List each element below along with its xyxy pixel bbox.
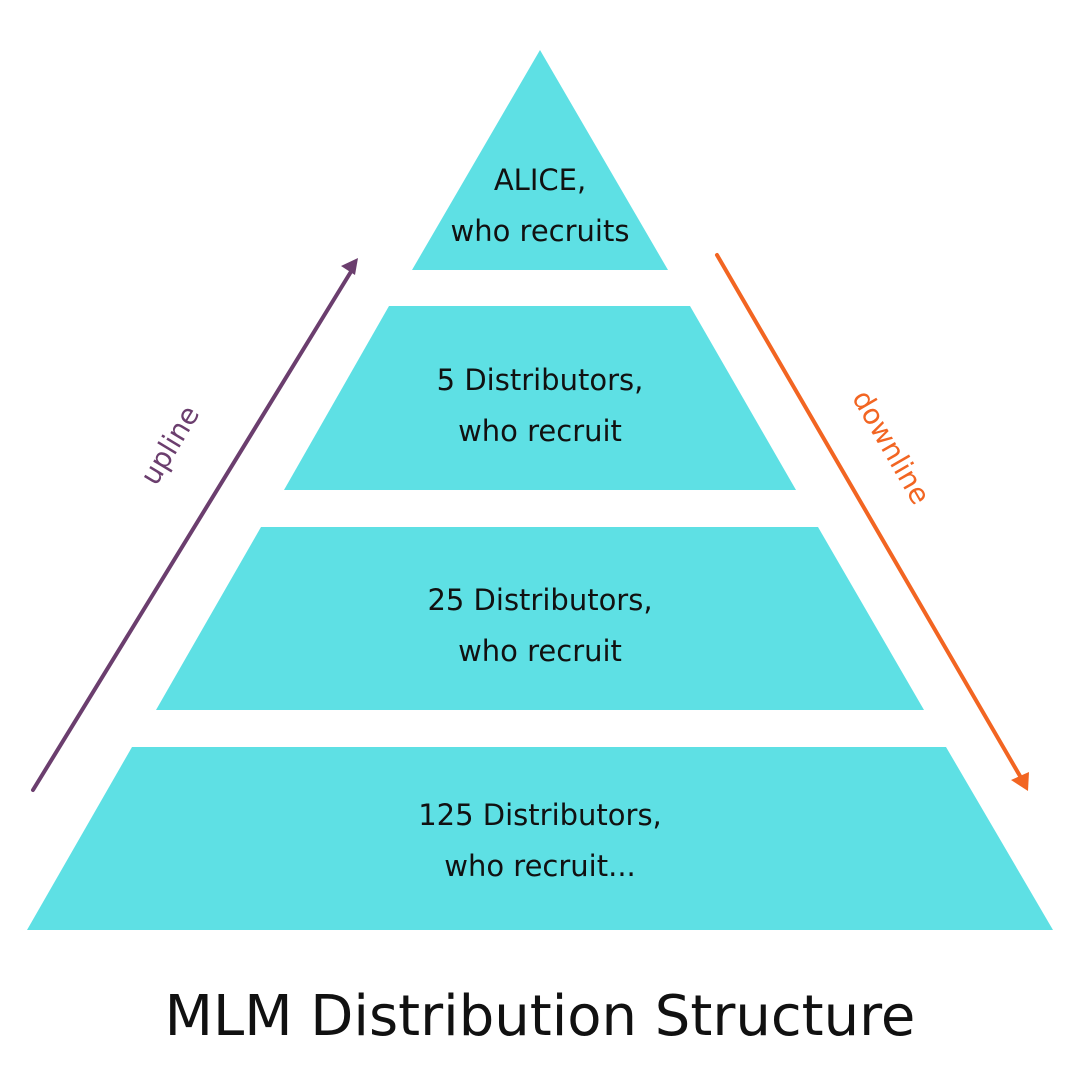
tier-4-line1: 125 Distributors, — [418, 798, 662, 832]
tier-3-shape — [156, 527, 924, 710]
tier-2-shape — [284, 306, 796, 490]
upline-arrow — [31, 268, 354, 792]
upline-label: upline — [134, 400, 207, 491]
tier-4-line2: who recruit... — [444, 849, 636, 883]
diagram-title: MLM Distribution Structure — [165, 984, 916, 1049]
tier-3-line2: who recruit — [458, 634, 622, 668]
tier-1-line1: ALICE, — [494, 163, 586, 197]
downline-label: downline — [845, 384, 937, 510]
tier-3-line1: 25 Distributors, — [427, 583, 652, 617]
tier-2-line1: 5 Distributors, — [437, 363, 644, 397]
tier-4-shape — [27, 747, 1053, 930]
upline-arrowhead-icon — [341, 258, 358, 275]
tier-1-line2: who recruits — [451, 214, 630, 248]
tier-2-line2: who recruit — [458, 414, 622, 448]
downline-arrowhead-icon — [1011, 772, 1029, 791]
downline-arrow — [715, 253, 1022, 778]
tier-1-shape — [412, 50, 668, 270]
